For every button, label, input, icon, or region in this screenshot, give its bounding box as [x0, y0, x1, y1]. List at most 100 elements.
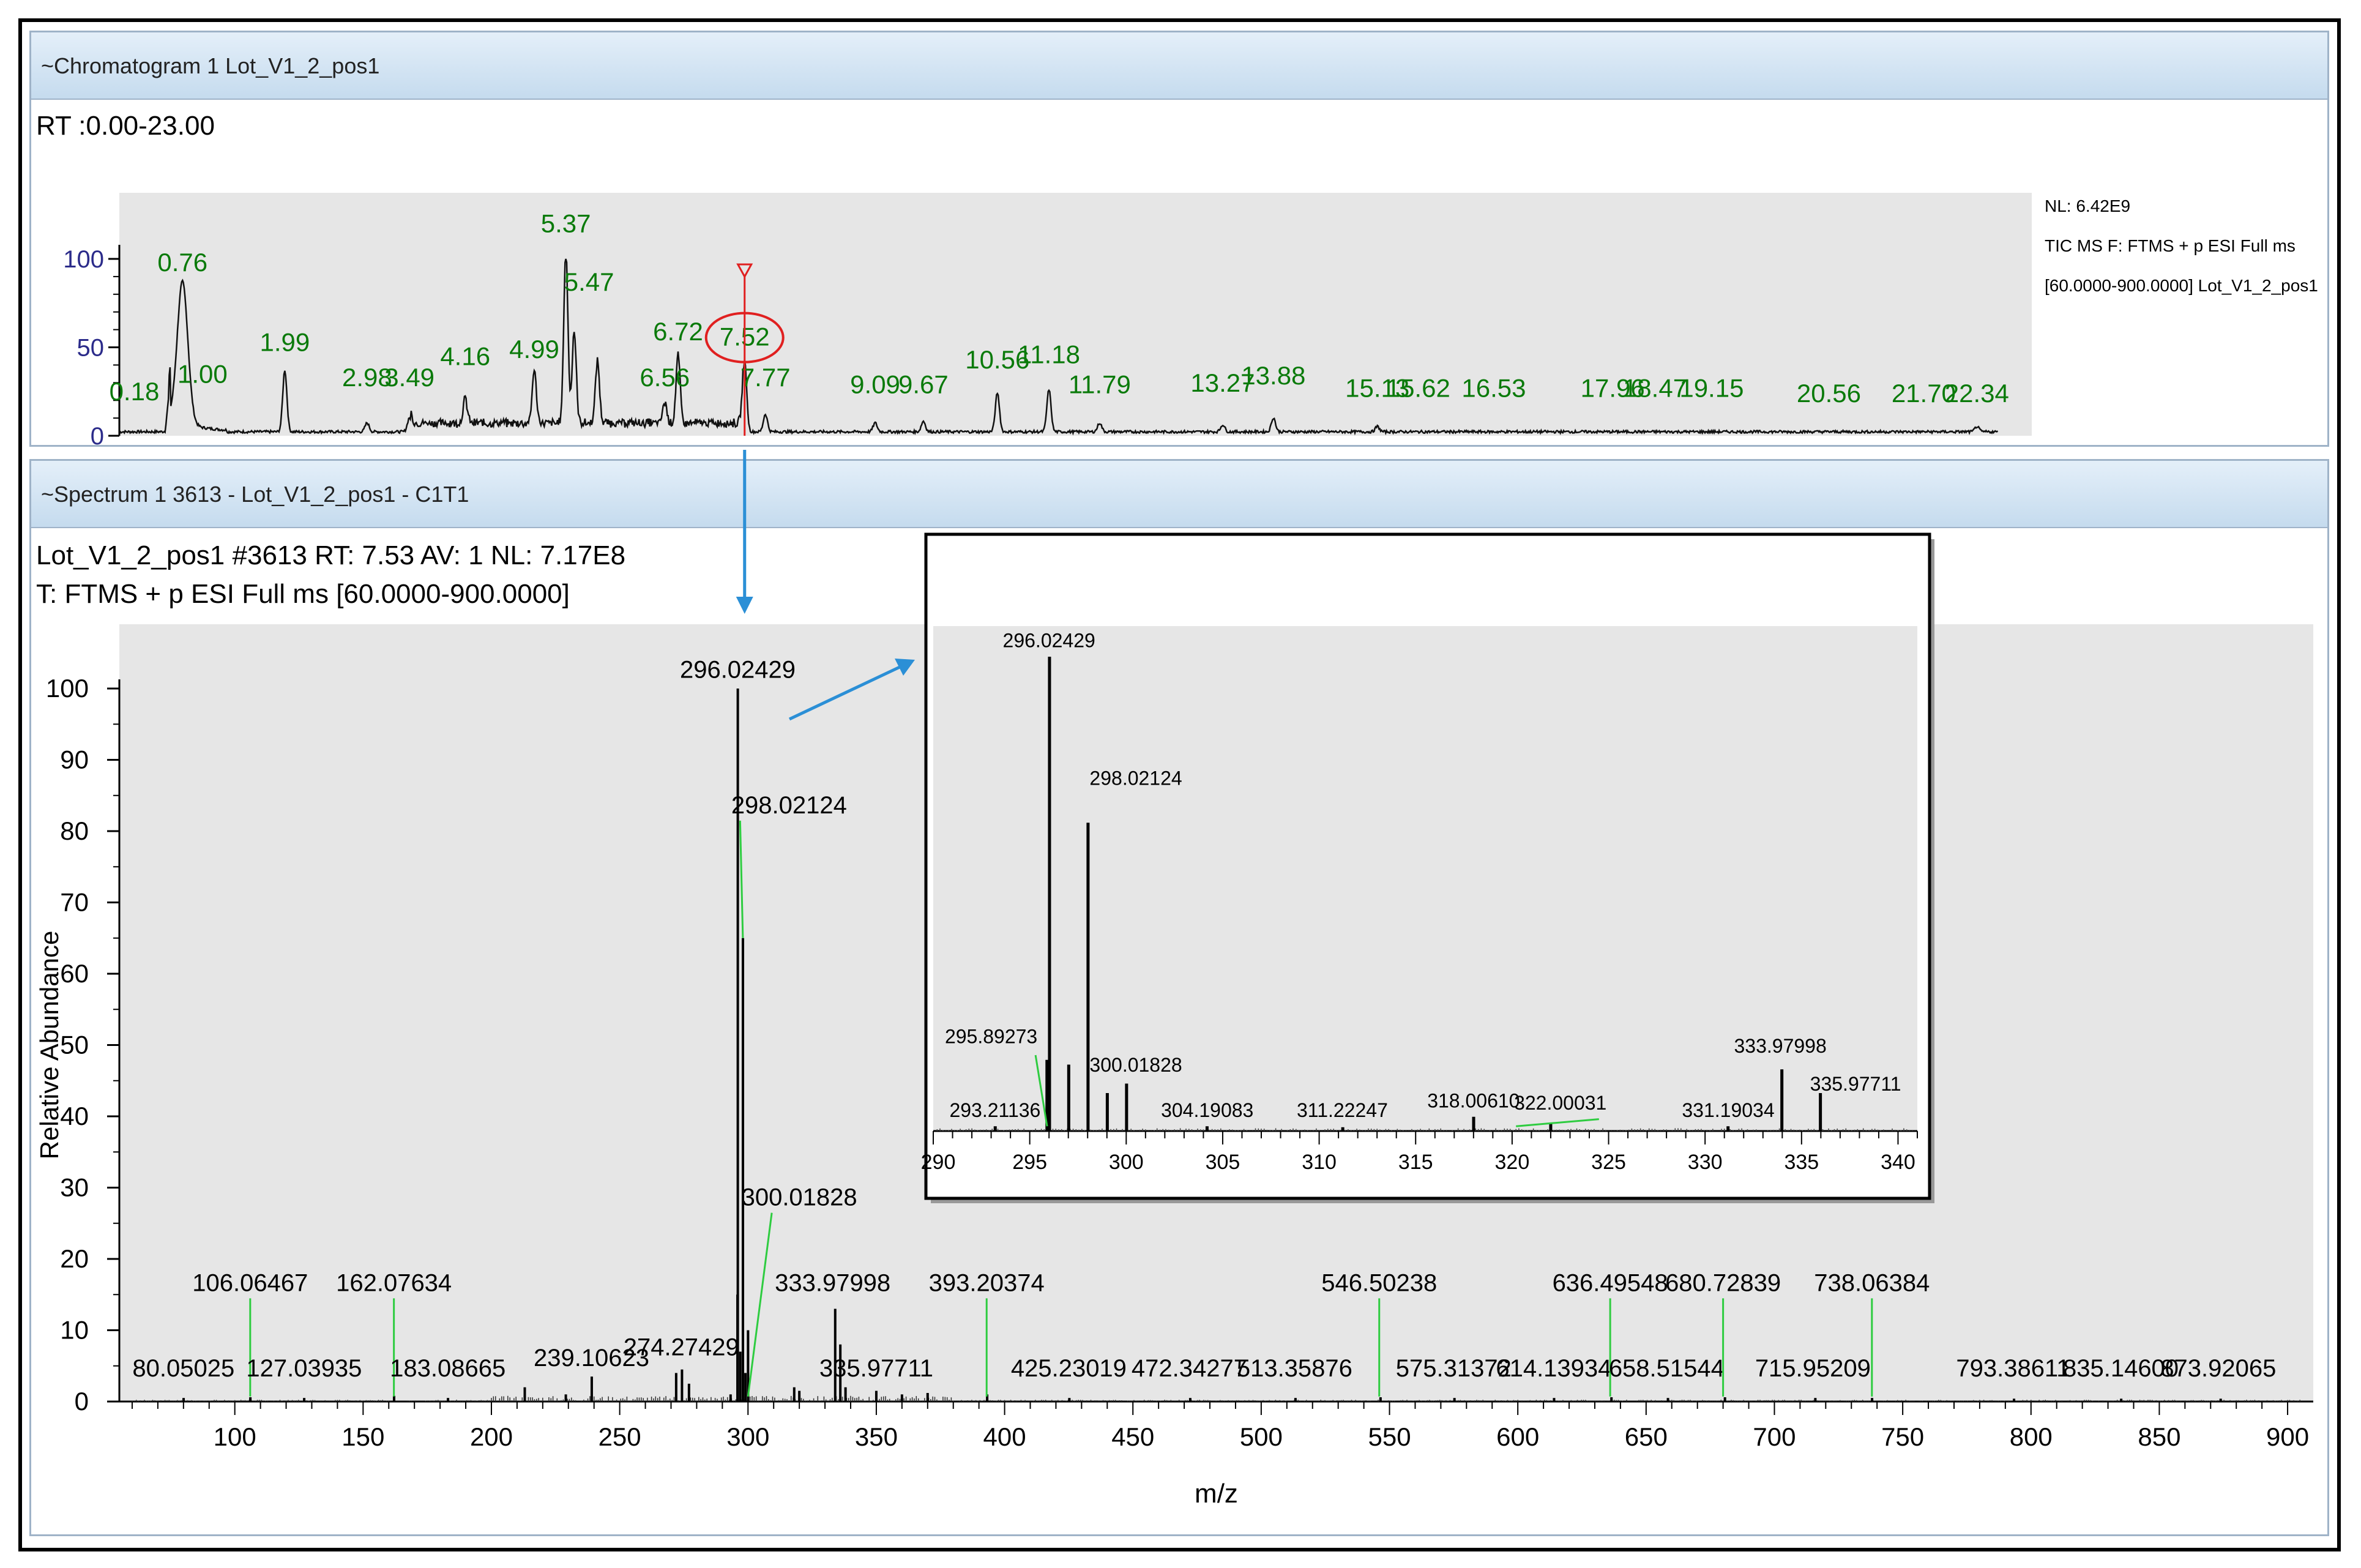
chromatogram-peak-label: 13.88 — [1241, 361, 1305, 390]
spectrum-y-tick-label: 0 — [75, 1387, 89, 1416]
inset-label-leader — [1516, 1118, 1599, 1127]
spectrum-label-leader — [739, 820, 744, 938]
inset-noise — [936, 1128, 1913, 1131]
spectrum-peak-label: 546.50238 — [1321, 1269, 1437, 1296]
chromatogram-y-tick-label: 0 — [91, 423, 104, 450]
inset-label-leader — [1034, 1055, 1048, 1127]
chromatogram-peak-label: 4.16 — [440, 342, 490, 370]
chromatogram-peak-label: 15.62 — [1386, 373, 1450, 402]
spectrum-x-tick-label: 850 — [2138, 1422, 2180, 1451]
spectrum-peak-label: 298.02124 — [731, 792, 847, 819]
chromatogram-peak-label: 20.56 — [1797, 379, 1861, 408]
chromatogram-peak-label: 6.56 — [640, 363, 690, 392]
spectrum-x-tick-label: 500 — [1240, 1422, 1283, 1451]
spectrum-y-axis-label: Relative Abundance — [35, 931, 64, 1160]
spectrum-x-tick-label: 750 — [1881, 1422, 1924, 1451]
chromatogram-peak-label: 11.79 — [1069, 370, 1131, 399]
spectrum-peak-label: 614.13934 — [1496, 1355, 1611, 1382]
scan-filter-line2: [60.0000-900.0000] Lot_V1_2_pos1 — [2045, 276, 2318, 295]
inset-peak-label: 311.22247 — [1297, 1099, 1388, 1121]
spectrum-x-tick-label: 350 — [855, 1422, 898, 1451]
inset-x-tick-label: 305 — [1206, 1151, 1240, 1174]
inset-peak-label: 293.21136 — [949, 1099, 1040, 1121]
spectrum-peak-label: 513.35876 — [1237, 1355, 1352, 1382]
chromatogram-y-tick-label: 100 — [63, 246, 104, 273]
inset-peak-label: 298.02124 — [1089, 767, 1182, 789]
inset-peak-label: 318.00610 — [1427, 1089, 1520, 1111]
spectrum-x-tick-label: 300 — [726, 1422, 769, 1451]
spectrum-peak-label: 239.10623 — [534, 1345, 649, 1372]
spectrum-peak-label: 793.38611 — [1956, 1355, 2070, 1382]
spectrum-peak-label: 296.02429 — [680, 657, 796, 684]
spectrum-y-tick-label: 70 — [60, 888, 89, 917]
spectrum-peak-label: 127.03935 — [246, 1355, 362, 1382]
chromatogram-y-tick-label: 50 — [77, 335, 105, 362]
inset-x-tick-label: 290 — [921, 1151, 956, 1174]
chromatogram-peak-label: 5.37 — [541, 209, 591, 238]
spectrum-y-tick-label: 90 — [60, 745, 89, 774]
spectrum-x-tick-label: 800 — [2010, 1422, 2053, 1451]
chromatogram-trace — [119, 258, 1999, 436]
chromatogram-peak-label: 11.18 — [1018, 340, 1080, 369]
selected-peak-marker-icon — [736, 263, 753, 279]
inset-peak-label: 331.19034 — [1682, 1099, 1774, 1121]
inset-peak-label: 295.89273 — [945, 1026, 1037, 1048]
inset-x-tick-label: 300 — [1109, 1151, 1144, 1174]
spectrum-peak-label: 106.06467 — [192, 1269, 308, 1296]
chromatogram-peak-label: 4.99 — [509, 335, 559, 364]
spectrum-panel-title[interactable]: ~Spectrum 1 3613 - Lot_V1_2_pos1 - C1T1 — [31, 461, 2327, 528]
spectrum-peak-label: 393.20374 — [929, 1269, 1045, 1296]
scan-filter-label: T: FTMS + p ESI Full ms [60.0000-900.000… — [36, 579, 570, 609]
inset-x-tick-label: 295 — [1012, 1151, 1047, 1174]
spectrum-x-tick-label: 450 — [1111, 1422, 1154, 1451]
inset-x-tick-label: 315 — [1398, 1151, 1433, 1174]
spectrum-label-leader — [747, 1212, 773, 1397]
spectrum-x-tick-label: 150 — [341, 1422, 384, 1451]
inset-x-tick-label: 310 — [1302, 1151, 1337, 1174]
chromatogram-peak-label: 5.47 — [564, 267, 614, 296]
inset-peak-label: 335.97711 — [1810, 1073, 1901, 1095]
chromatogram-peak-label: 17.96 — [1581, 373, 1645, 402]
nl-label: NL: 6.42E9 — [2045, 196, 2131, 215]
inset-peak-label: 322.00031 — [1514, 1092, 1606, 1114]
spectrum-x-tick-label: 400 — [983, 1422, 1026, 1451]
spectrum-peak-label: 300.01828 — [742, 1184, 857, 1211]
spectrum-peak-label: 680.72839 — [1665, 1269, 1781, 1296]
spectrum-peak-label: 835.14600 — [2063, 1355, 2179, 1382]
spectrum-x-tick-label: 200 — [470, 1422, 513, 1451]
inset-x-tick-label: 340 — [1881, 1151, 1915, 1174]
spectrum-peak-label: 335.97711 — [819, 1355, 933, 1382]
chromatogram-peak-label: 10.56 — [965, 345, 1029, 374]
spectrum-peak-label: 873.92065 — [2160, 1355, 2276, 1382]
spectrum-peak-label: 274.27429 — [624, 1334, 739, 1361]
spectrum-y-tick-label: 20 — [60, 1244, 89, 1273]
selection-arrow-head-icon — [736, 597, 753, 614]
chromatogram-peak-label: 1.99 — [260, 327, 310, 356]
spectrum-y-tick-label: 60 — [60, 959, 89, 988]
chromatogram-panel-title[interactable]: ~Chromatogram 1 Lot_V1_2_pos1 — [31, 32, 2327, 100]
spectrum-x-tick-label: 550 — [1368, 1422, 1411, 1451]
chromatogram-peak-label: 6.72 — [653, 317, 703, 346]
chromatogram-peak-label: 9.09 — [850, 370, 900, 399]
chromatogram-peak-label: 7.77 — [740, 363, 791, 392]
chromatogram-peak-label: 19.15 — [1679, 373, 1744, 402]
scan-filter-line1: TIC MS F: FTMS + p ESI Full ms — [2045, 236, 2296, 255]
spectrum-y-tick-label: 10 — [60, 1316, 89, 1345]
chromatogram-peak-label: 15.13 — [1345, 373, 1409, 402]
spectrum-x-tick-label: 100 — [214, 1422, 256, 1451]
spectrum-y-tick-label: 100 — [46, 674, 89, 703]
spectrum-x-tick-label: 700 — [1753, 1422, 1796, 1451]
spectrum-noise — [132, 1395, 2300, 1402]
chromatogram-peak-label: 21.70 — [1892, 379, 1956, 408]
spectrum-peak-label: 183.08665 — [390, 1355, 505, 1382]
inset-x-tick-label: 325 — [1591, 1151, 1626, 1174]
chromatogram-peak-label: 2.98 — [342, 363, 392, 392]
inset-peak-label: 300.01828 — [1089, 1054, 1182, 1076]
inset-x-tick-label: 330 — [1688, 1151, 1723, 1174]
spectrum-peak-label: 658.51544 — [1609, 1355, 1725, 1382]
inset-peak-label: 304.19083 — [1161, 1099, 1253, 1121]
spectrum-x-tick-label: 250 — [599, 1422, 641, 1451]
spectrum-peak-label: 715.95209 — [1755, 1355, 1871, 1382]
spectrum-x-tick-label: 650 — [1625, 1422, 1668, 1451]
